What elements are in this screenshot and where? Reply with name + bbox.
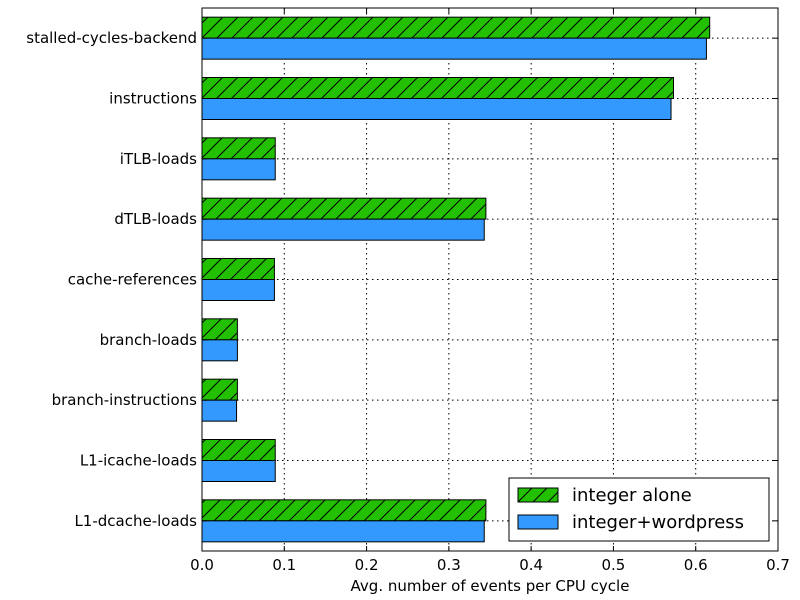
- x-tick-label: 0.4: [519, 556, 543, 574]
- bar-integer-wordpress: [201, 37, 707, 60]
- x-tick-label: 0.6: [684, 556, 708, 574]
- legend-box: [508, 477, 770, 542]
- bars: [201, 16, 711, 543]
- x-axis-label: Avg. number of events per CPU cycle: [351, 577, 630, 595]
- bar-hatch: [202, 17, 710, 39]
- bar-integer-wordpress: [201, 158, 276, 181]
- y-tick-label: L1-icache-loads: [80, 452, 197, 470]
- x-tick-label: 0.3: [437, 556, 461, 574]
- bar-hatch: [202, 258, 275, 280]
- y-tick-label: iTLB-loads: [120, 150, 197, 168]
- y-tick-label: cache-references: [68, 271, 197, 289]
- bar-hatch: [202, 318, 238, 340]
- x-tick-label: 0.1: [272, 556, 296, 574]
- bar-integer-wordpress: [201, 279, 275, 301]
- x-tick-label: 0.5: [601, 556, 625, 574]
- bar-hatch: [202, 137, 276, 159]
- bar-integer-wordpress: [201, 399, 238, 422]
- legend-entry: integer+wordpress: [572, 512, 744, 533]
- x-tick-label: 0.2: [355, 556, 379, 574]
- legend-swatch: [517, 514, 559, 530]
- bar-integer-wordpress: [201, 520, 485, 543]
- legend: integer alone integer+wordpress: [508, 477, 770, 542]
- bar-hatch: [202, 379, 238, 401]
- y-tick-label: stalled-cycles-backend: [26, 29, 197, 47]
- bar-hatch: [202, 198, 486, 220]
- x-tick-label: 0.0: [190, 556, 214, 574]
- bar-integer-wordpress: [201, 218, 485, 241]
- y-tick-label: branch-loads: [100, 331, 198, 349]
- y-tick-label: instructions: [109, 90, 197, 108]
- y-tick-label: dTLB-loads: [114, 210, 197, 228]
- bar-integer-wordpress: [201, 460, 276, 482]
- y-tick-label: L1-dcache-loads: [74, 512, 197, 530]
- bar-integer-wordpress: [201, 98, 672, 120]
- bar-hatch: [202, 499, 486, 521]
- bar-hatch: [202, 439, 276, 461]
- ticks: 0.0 0.1 0.2 0.3 0.4 0.5 0.6 0.7 stalled-cycles-b…: [26, 8, 790, 574]
- x-tick-label: 0.7: [766, 556, 790, 574]
- bar-hatch: [202, 77, 674, 99]
- bar-integer-wordpress: [201, 339, 238, 362]
- legend-swatch-hatch: [518, 488, 558, 502]
- legend-entry: integer alone: [572, 485, 692, 506]
- y-tick-label: branch-instructions: [52, 391, 198, 409]
